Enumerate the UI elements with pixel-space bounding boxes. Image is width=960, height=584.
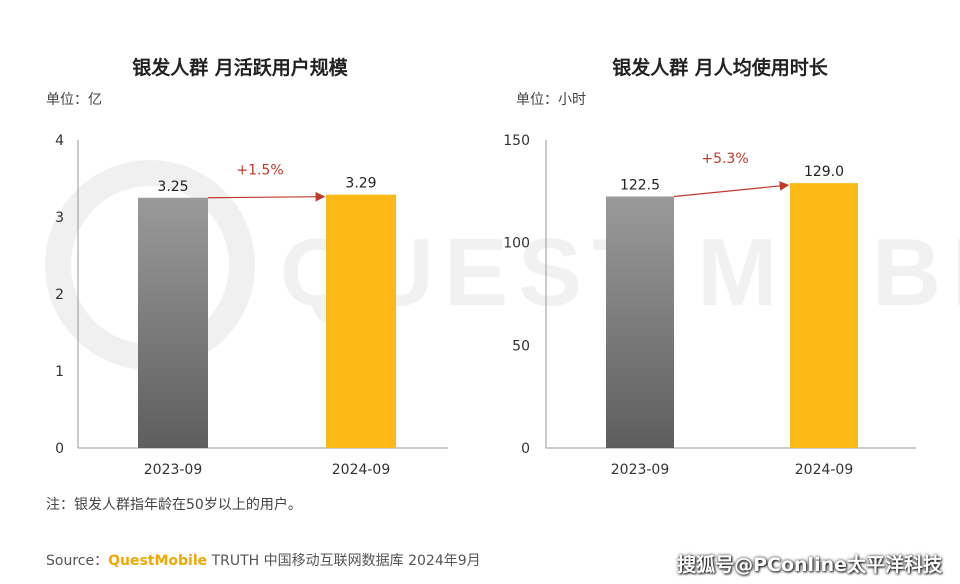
x-tick-label: 2024-09 <box>795 462 854 478</box>
y-tick-label: 0 <box>55 441 64 457</box>
growth-arrow-1 <box>207 191 326 202</box>
growth-arrow-2 <box>673 181 790 198</box>
bar-value-label: 122.5 <box>620 177 660 193</box>
unit-label-2: 单位：小时 <box>516 92 586 108</box>
source-line: Source：QuestMobile TRUTH 中国移动互联网数据库 2024… <box>46 550 481 570</box>
y-tick-label: 1 <box>55 364 64 380</box>
y-tick-label: 100 <box>503 236 530 252</box>
y-tick-label: 4 <box>55 133 64 149</box>
bar-2024-09 <box>326 194 396 448</box>
y-tick-label: 50 <box>512 338 530 354</box>
x-tick-label: 2023-09 <box>144 462 203 478</box>
credit-watermark: 搜狐号@PConline太平洋科技 <box>677 554 942 576</box>
source-brand: QuestMobile <box>108 553 208 569</box>
growth-label-2: +5.3% <box>701 151 748 167</box>
source-prefix: Source： <box>46 553 109 569</box>
y-tick-label: 150 <box>503 133 530 149</box>
growth-label-1: +1.5% <box>236 163 283 179</box>
bar-value-label: 3.29 <box>345 176 376 192</box>
chart-title-2: 银发人群 月人均使用时长 <box>612 56 829 79</box>
unit-label-1: 单位：亿 <box>46 92 102 108</box>
bar-value-label: 129.0 <box>804 164 844 180</box>
y-tick-label: 0 <box>521 441 530 457</box>
bar-2023-09 <box>138 197 208 448</box>
source-rest: TRUTH 中国移动互联网数据库 2024年9月 <box>207 553 481 569</box>
footnote: 注：银发人群指年龄在50岁以上的用户。 <box>46 497 302 513</box>
y-tick-label: 2 <box>55 287 64 303</box>
chart-title-1: 银发人群 月活跃用户规模 <box>132 56 349 79</box>
y-tick-label: 3 <box>55 210 64 226</box>
bar-2024-09 <box>790 183 858 448</box>
x-tick-label: 2024-09 <box>332 462 391 478</box>
bar-2023-09 <box>606 196 674 448</box>
bar-value-label: 3.25 <box>157 179 188 195</box>
x-tick-label: 2023-09 <box>611 462 670 478</box>
